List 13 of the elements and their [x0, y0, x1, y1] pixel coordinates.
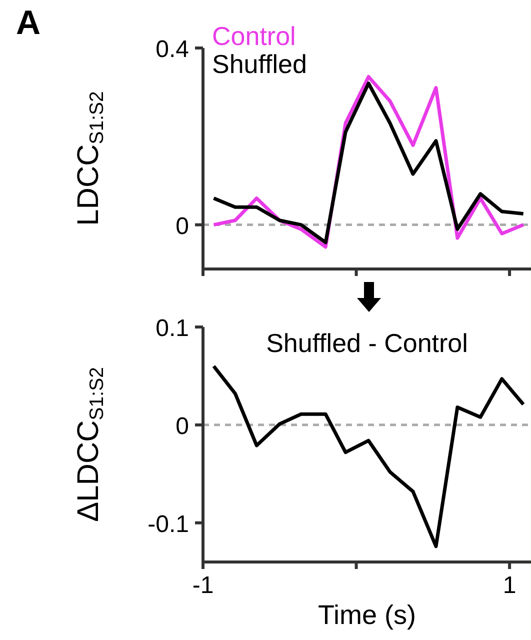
- x-tick-label: -1: [192, 572, 214, 599]
- x-axis-title: Time (s): [318, 600, 416, 630]
- line-series: [212, 364, 526, 548]
- y-tick-label: 0.1: [156, 315, 189, 342]
- text: Shuffled: [212, 49, 307, 79]
- y-tick-label: 0.4: [156, 36, 189, 63]
- y-tick-label: 0: [176, 212, 189, 240]
- text: Control: [212, 21, 297, 51]
- y-tick-label: -0.1: [148, 510, 189, 538]
- text: A: [16, 4, 41, 43]
- y-tick-label: 0: [176, 412, 189, 440]
- legend-label: Shuffled - Control: [265, 328, 469, 358]
- x-tick-label: 1: [502, 572, 516, 599]
